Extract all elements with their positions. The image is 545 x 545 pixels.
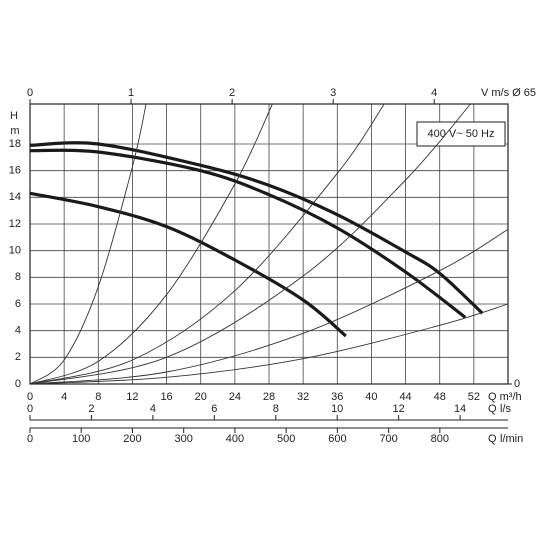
y-tick-label: 10 [9,245,21,257]
x-tick-label: 52 [468,391,480,403]
system-curve [29,103,471,385]
y-tick-label: 18 [9,138,21,150]
axis-label-unit: l/min [500,433,523,445]
axis-tick-label: 200 [123,433,141,445]
system-curve [29,103,385,385]
x-tick-label: 8 [95,391,101,403]
x-tick-label: 0 [27,391,33,403]
x-tick-label: 16 [160,391,172,403]
axis-tick-label: 100 [72,433,90,445]
axis-tick-label: 8 [273,403,279,415]
y-axis-unit: m [10,125,19,137]
y-tick-label: 8 [15,271,21,283]
system-curve [29,303,509,385]
axis-tick-label: 4 [150,403,156,415]
top-tick-label: 2 [229,87,235,99]
x-tick-label: 40 [365,391,377,403]
axis-tick-label: 6 [211,403,217,415]
axis-label-q: Q [488,433,497,445]
y-tick-label: 12 [9,218,21,230]
y2-tick-label: 0 [514,378,520,390]
system-curve [29,103,273,385]
system-curve [29,228,509,385]
plot-frame [29,103,509,385]
pump-curve [29,148,467,319]
pump-curve [29,191,347,338]
x-tick-label: 20 [195,391,207,403]
top-axis-label: V m/s Ø 65 [481,87,536,99]
x-tick-label: 24 [229,391,241,403]
x-tick-label: 4 [61,391,67,403]
x-tick-label: 12 [126,391,138,403]
top-tick-label: 3 [330,87,336,99]
pump-curve [29,141,484,315]
y-tick-label: 2 [15,351,21,363]
axis-tick-label: 14 [454,403,466,415]
legend-text: 400 V~ 50 Hz [428,128,495,140]
legend-box [416,121,506,147]
axis-tick-label: 700 [379,433,397,445]
system-curve [29,103,147,385]
axis-tick-label: 10 [331,403,343,415]
top-tick-label: 4 [431,87,437,99]
axis-label-unit: l/s [500,403,512,415]
axis-label-q: Q [488,403,497,415]
axis-tick-label: 12 [393,403,405,415]
axis-tick-label: 400 [226,433,244,445]
axis-tick-label: 500 [277,433,295,445]
axis-tick-label: 800 [431,433,449,445]
x-tick-label: 44 [399,391,411,403]
x-axis-label: Q m³/h [488,391,522,403]
top-tick-label: 0 [27,87,33,99]
y-tick-label: 14 [9,191,21,203]
axis-tick-label: 600 [328,433,346,445]
y-tick-label: 6 [15,298,21,310]
x-tick-label: 32 [297,391,309,403]
x-tick-label: 48 [434,391,446,403]
axis-tick-label: 300 [175,433,193,445]
y-tick-label: 4 [15,325,21,337]
axis-tick-label: 2 [88,403,94,415]
y-tick-label: 0 [15,378,21,390]
axis-tick-label: 0 [27,403,33,415]
axis-tick-label: 0 [27,433,33,445]
x-tick-label: 36 [331,391,343,403]
x-tick-label: 28 [263,391,275,403]
y-tick-label: 16 [9,165,21,177]
top-tick-label: 1 [128,87,134,99]
y-axis-label: H [10,110,18,122]
